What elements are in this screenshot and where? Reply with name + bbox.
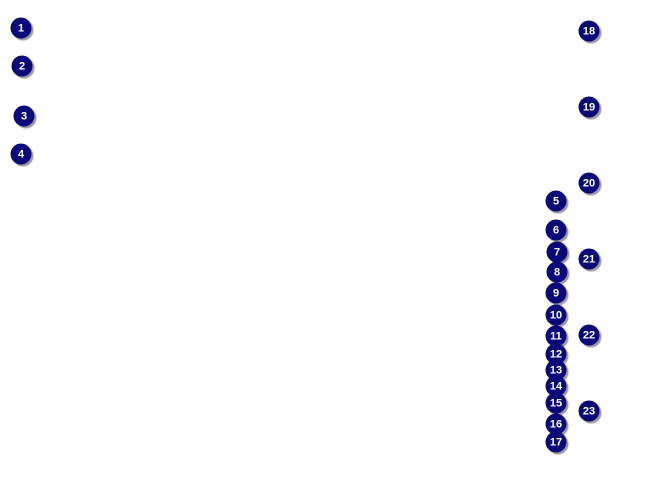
- callout-marker-20: 20: [578, 172, 600, 194]
- callout-marker-9: 9: [545, 282, 567, 304]
- callout-marker-3: 3: [13, 105, 35, 127]
- callout-marker-22: 22: [578, 324, 600, 346]
- callout-marker-17: 17: [545, 431, 567, 453]
- callout-marker-16: 16: [545, 413, 567, 435]
- callout-marker-7: 7: [546, 241, 568, 263]
- callout-marker-19: 19: [578, 96, 600, 118]
- callout-marker-18: 18: [578, 20, 600, 42]
- callout-marker-5: 5: [545, 190, 567, 212]
- callout-marker-10: 10: [545, 304, 567, 326]
- callout-marker-14: 14: [545, 375, 567, 397]
- callout-marker-13: 13: [545, 359, 567, 381]
- callout-marker-11: 11: [545, 325, 567, 347]
- callout-marker-1: 1: [10, 17, 32, 39]
- callout-marker-12: 12: [545, 343, 567, 365]
- callout-marker-21: 21: [578, 248, 600, 270]
- callout-marker-4: 4: [10, 143, 32, 165]
- callout-marker-6: 6: [545, 219, 567, 241]
- callout-marker-2: 2: [11, 55, 33, 77]
- callout-marker-15: 15: [545, 392, 567, 414]
- callout-marker-8: 8: [546, 261, 568, 283]
- callout-marker-23: 23: [578, 400, 600, 422]
